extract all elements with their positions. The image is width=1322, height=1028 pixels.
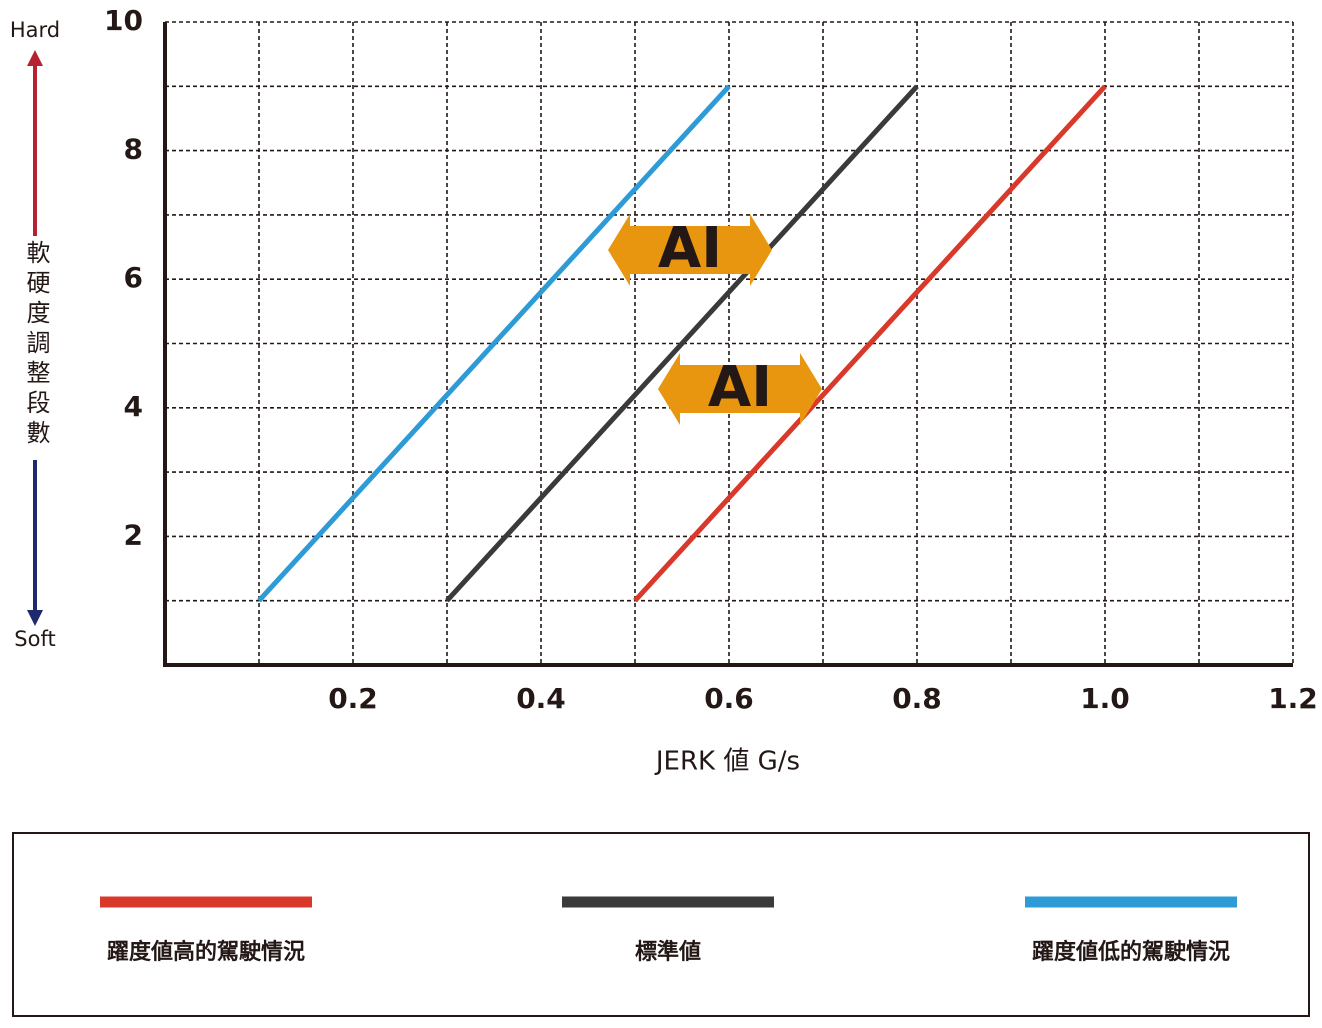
y-tick-label: 8 (124, 133, 143, 166)
series-line (257, 84, 731, 603)
y-label-top: Hard (10, 18, 60, 42)
x-tick-label: 0.8 (892, 682, 942, 715)
y-tick-label: 6 (124, 261, 143, 294)
series-line (445, 84, 919, 603)
legend-label: 躍度値高的駕駛情況 (107, 939, 305, 965)
y-label-bottom: Soft (14, 627, 55, 651)
x-tick-label: 1.2 (1268, 682, 1318, 715)
x-axis-label: JERK 値 G/s (654, 747, 800, 777)
legend-label: 躍度値低的駕駛情況 (1032, 939, 1230, 965)
y-tick-label: 4 (124, 390, 143, 423)
soft-arrowhead (27, 610, 43, 626)
x-tick-label: 0.4 (516, 682, 566, 715)
legend-label: 標準値 (635, 939, 701, 965)
y-axis-label: 軟硬度調整段數 (22, 240, 50, 450)
y-tick-label: 2 (124, 518, 143, 551)
x-tick-label: 0.6 (704, 682, 754, 715)
x-tick-label: 0.2 (328, 682, 378, 715)
hard-arrowhead (27, 50, 43, 66)
x-tick-label: 1.0 (1080, 682, 1130, 715)
annotation: AI (708, 355, 772, 420)
series-line (633, 84, 1107, 603)
ai-arrow (658, 353, 822, 425)
y-tick-label: 10 (104, 4, 143, 37)
annotation: AI (658, 216, 722, 281)
legend-box (12, 832, 1310, 1017)
ai-arrow (608, 214, 772, 286)
